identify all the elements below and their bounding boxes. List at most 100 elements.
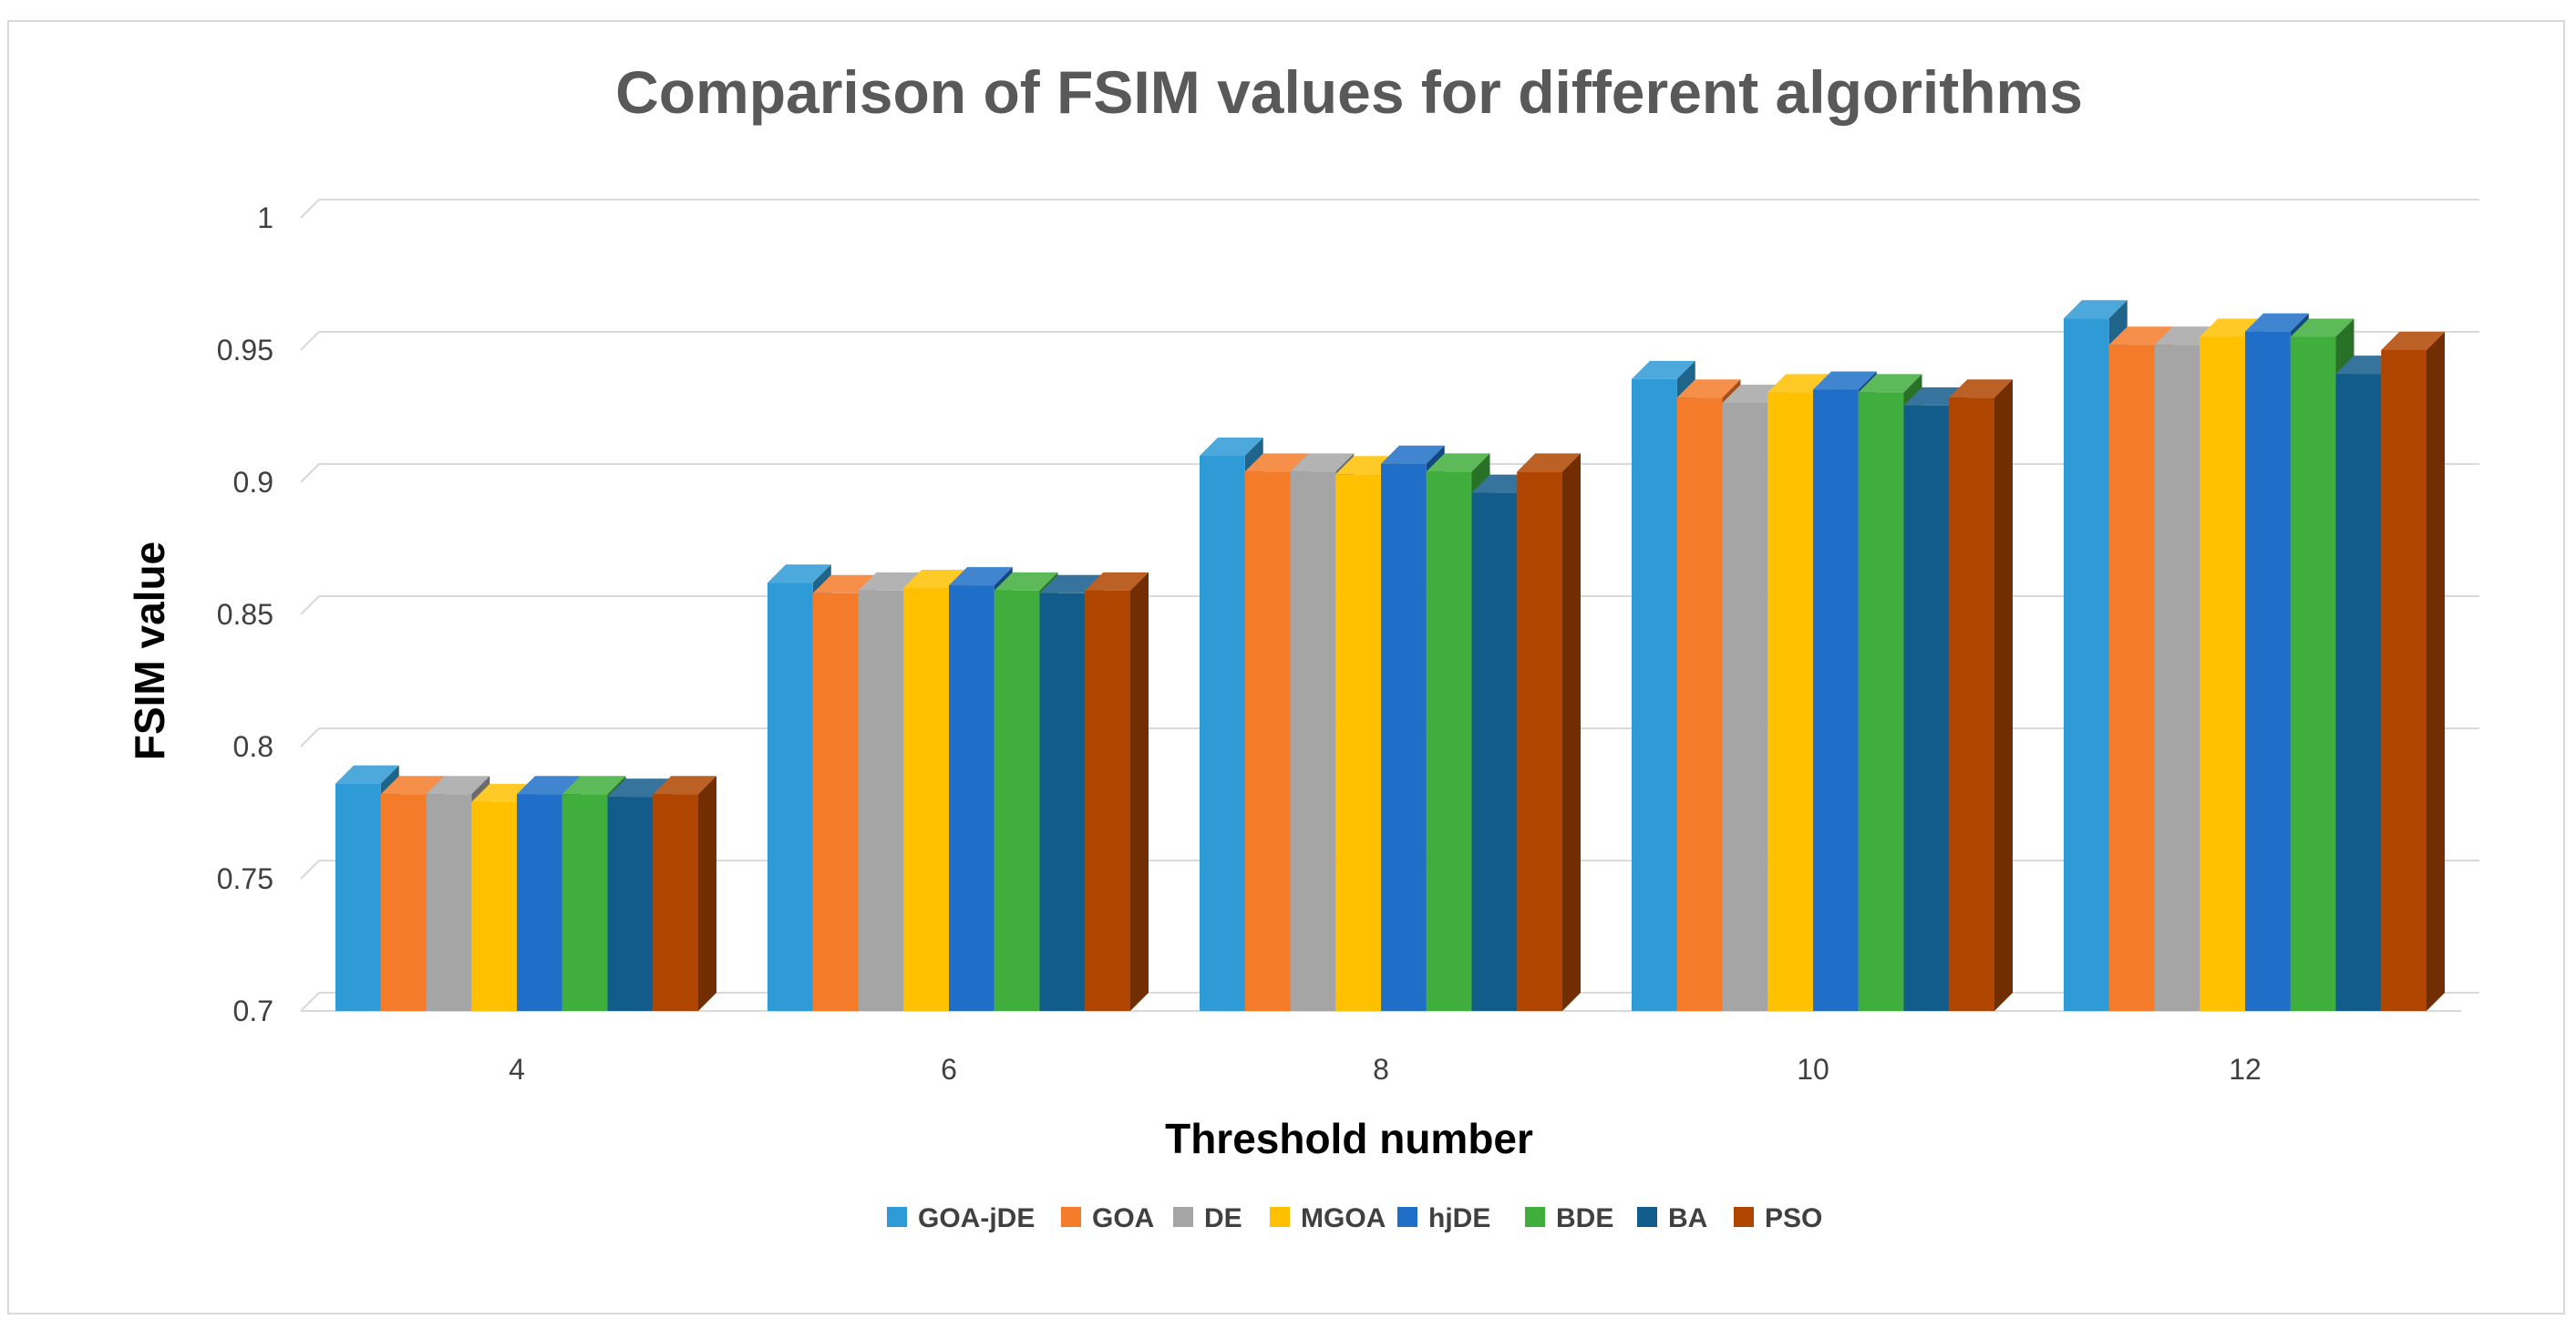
- bar-top: [2381, 332, 2445, 350]
- legend-swatch: [887, 1207, 907, 1227]
- bar: [2381, 332, 2445, 1011]
- gridline-diagonal: [300, 199, 320, 219]
- bar-top: [1426, 453, 1490, 472]
- bar-side: [1130, 572, 1149, 1011]
- legend-item: hjDE: [1397, 1203, 1490, 1233]
- bar-front: [1335, 474, 1381, 1011]
- legend-item: BA: [1637, 1203, 1707, 1233]
- y-tick-label: 1: [257, 201, 273, 234]
- bar: [1949, 379, 2013, 1011]
- bar-front: [1039, 593, 1086, 1011]
- bar-front: [2200, 336, 2245, 1011]
- bar-front: [2381, 350, 2427, 1011]
- y-tick-label: 0.95: [217, 334, 273, 366]
- bar-front: [2290, 336, 2336, 1011]
- bar-front: [1949, 397, 1994, 1011]
- legend-item: PSO: [1734, 1203, 1822, 1233]
- bar-front: [1085, 590, 1130, 1011]
- bar: [653, 776, 716, 1011]
- legend-label: hjDE: [1428, 1203, 1490, 1233]
- bar-front: [858, 590, 904, 1011]
- bar-top: [1200, 438, 1263, 456]
- chart-title: Comparison of FSIM values for different …: [615, 58, 2083, 126]
- gridline-diagonal: [300, 727, 320, 747]
- bar-front: [607, 797, 654, 1011]
- bar-top: [2290, 318, 2354, 337]
- bar-top: [380, 776, 445, 795]
- x-axis-title: Threshold number: [1165, 1115, 1533, 1162]
- legend-label: PSO: [1765, 1203, 1822, 1233]
- bar-front: [903, 588, 949, 1011]
- bar-front: [1471, 492, 1518, 1011]
- y-tick-labels: 0.7 0.75 0.8 0.85 0.9 0.95 1: [217, 201, 273, 1027]
- legend-item: MGOA: [1270, 1203, 1386, 1233]
- legend-label: DE: [1204, 1203, 1242, 1233]
- legend-label: BA: [1668, 1203, 1707, 1233]
- x-tick-labels: 4 6 8 10 12: [509, 1053, 2262, 1086]
- x-tick-label: 12: [2229, 1053, 2262, 1086]
- legend-swatch: [1397, 1207, 1417, 1227]
- gridline-diagonal: [300, 595, 320, 615]
- bar-front: [335, 783, 381, 1011]
- bar-front: [471, 801, 517, 1011]
- bar-front: [1767, 392, 1813, 1011]
- bar-top: [517, 776, 581, 795]
- gridline-diagonal: [300, 463, 320, 483]
- bar-front: [1200, 456, 1245, 1011]
- bar-front: [1244, 471, 1291, 1011]
- bar-top: [1632, 360, 1695, 379]
- bar-front: [1632, 378, 1677, 1011]
- bar-front: [1290, 471, 1336, 1011]
- bar-front: [2335, 374, 2382, 1012]
- bar-front: [2064, 318, 2109, 1011]
- bar-top: [1244, 453, 1309, 472]
- bar-top: [2064, 300, 2128, 319]
- bar-top: [426, 776, 490, 795]
- bar-front: [768, 583, 813, 1011]
- bar-top: [1949, 379, 2013, 398]
- bar-top: [994, 572, 1058, 591]
- bars: [335, 300, 2445, 1012]
- bar-front: [2108, 345, 2155, 1011]
- y-tick-label: 0.8: [233, 730, 273, 763]
- bar-top: [1858, 374, 1922, 393]
- bar-top: [653, 776, 716, 795]
- bar-top: [1085, 572, 1149, 591]
- legend-swatch: [1173, 1207, 1193, 1227]
- x-tick-label: 10: [1797, 1053, 1829, 1086]
- bar-side: [2427, 332, 2445, 1011]
- legend-label: GOA: [1092, 1203, 1154, 1233]
- bar: [1517, 453, 1581, 1011]
- bar-top: [1676, 379, 1741, 398]
- bar-top: [2108, 326, 2173, 345]
- bar-front: [1858, 392, 1904, 1011]
- bar-front: [2154, 345, 2200, 1011]
- gridline-diagonal: [300, 331, 320, 351]
- gridline-diagonal: [300, 860, 320, 880]
- bar-top: [2245, 313, 2309, 332]
- y-tick-label: 0.75: [217, 862, 273, 895]
- legend-label: MGOA: [1301, 1203, 1386, 1233]
- legend: GOA-jDE GOA DE MGOA hjDE BDE BA PSO: [887, 1203, 1822, 1233]
- bar-top: [1517, 453, 1581, 472]
- x-tick-label: 6: [941, 1053, 957, 1086]
- legend-swatch: [1061, 1207, 1081, 1227]
- legend-item: BDE: [1525, 1203, 1613, 1233]
- bar-front: [1722, 403, 1768, 1011]
- y-tick-label: 0.7: [233, 995, 273, 1027]
- bar-side: [1562, 453, 1581, 1011]
- legend-swatch: [1734, 1207, 1754, 1227]
- bar-front: [1517, 471, 1562, 1011]
- bar-front: [562, 794, 608, 1011]
- bar-top: [768, 564, 831, 583]
- bar-front: [2245, 331, 2291, 1011]
- bar-top: [949, 567, 1013, 586]
- bar: [1085, 572, 1149, 1011]
- bar-front: [653, 794, 698, 1011]
- legend-item: GOA-jDE: [887, 1203, 1035, 1233]
- bar-front: [1903, 405, 1950, 1011]
- gridline-diagonal: [300, 992, 320, 1012]
- bar-top: [1290, 453, 1355, 472]
- y-tick-label: 0.85: [217, 598, 273, 631]
- legend-swatch: [1270, 1207, 1290, 1227]
